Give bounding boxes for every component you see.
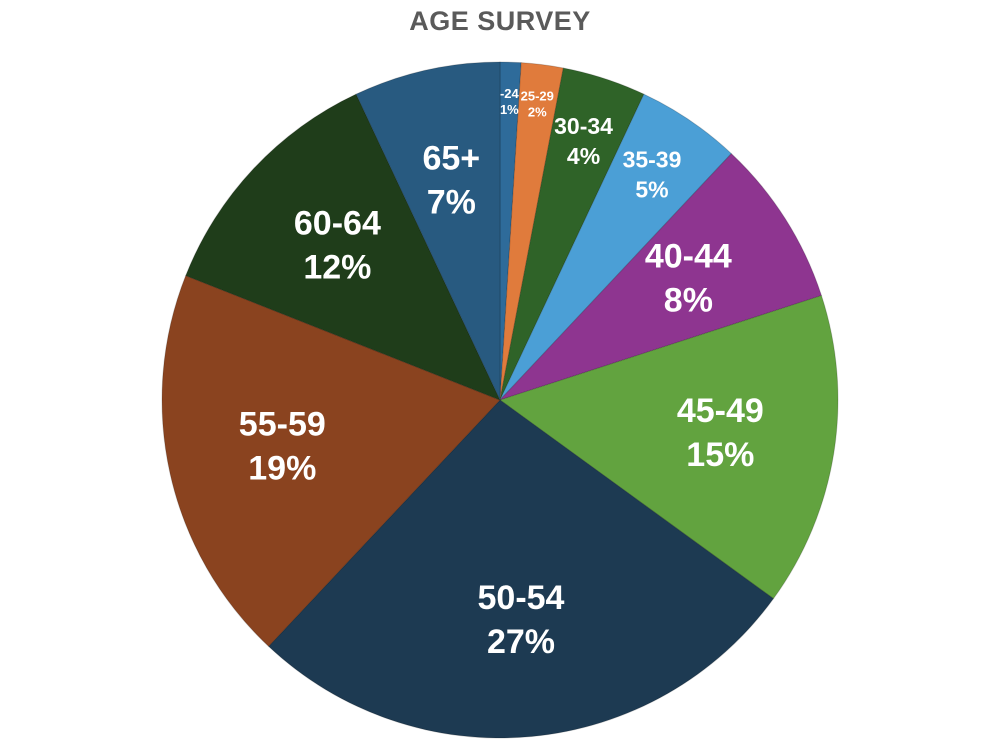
pie-slice-30-34 — [499, 67, 645, 401]
pie-label-category-35-39: 35-39 — [623, 146, 682, 172]
pie-slice-50-54 — [267, 399, 775, 739]
pie-label-value-50-54: 27% — [487, 623, 555, 661]
pie-slice--24 — [499, 61, 522, 401]
pie-label-category--24: -24 — [500, 86, 520, 101]
pie-label-category-55-59: 55-59 — [239, 406, 326, 444]
pie-label-value-60-64: 12% — [303, 248, 371, 286]
pie-slice-45-49 — [498, 294, 839, 600]
pie-slice-35-39 — [499, 93, 733, 401]
pie-label-category-45-49: 45-49 — [677, 392, 764, 430]
chart-title: AGE SURVEY — [409, 6, 591, 36]
pie-label-category-25-29: 25-29 — [521, 88, 554, 103]
pie-label-category-50-54: 50-54 — [478, 579, 565, 617]
pie-label-value-40-44: 8% — [664, 281, 713, 319]
pie-slice-40-44 — [499, 152, 823, 401]
pie-label-category-65+: 65+ — [422, 139, 480, 177]
pie-slice-65+ — [355, 61, 501, 401]
pie-slice-55-59 — [161, 274, 501, 648]
pie-label-category-30-34: 30-34 — [554, 113, 613, 139]
pie-slice-25-29 — [499, 62, 564, 401]
pie-label-value--24: 1% — [500, 102, 519, 117]
pie-label-value-65+: 7% — [427, 183, 476, 221]
pie-label-category-60-64: 60-64 — [294, 204, 381, 242]
pie-label-value-25-29: 2% — [528, 104, 547, 119]
pie-label-value-35-39: 5% — [635, 176, 668, 202]
pie-label-category-40-44: 40-44 — [645, 237, 732, 275]
pie-label-value-55-59: 19% — [248, 450, 316, 488]
pie-slice-60-64 — [185, 93, 501, 401]
pie-label-value-30-34: 4% — [567, 143, 600, 169]
pie-label-value-45-49: 15% — [686, 436, 754, 474]
